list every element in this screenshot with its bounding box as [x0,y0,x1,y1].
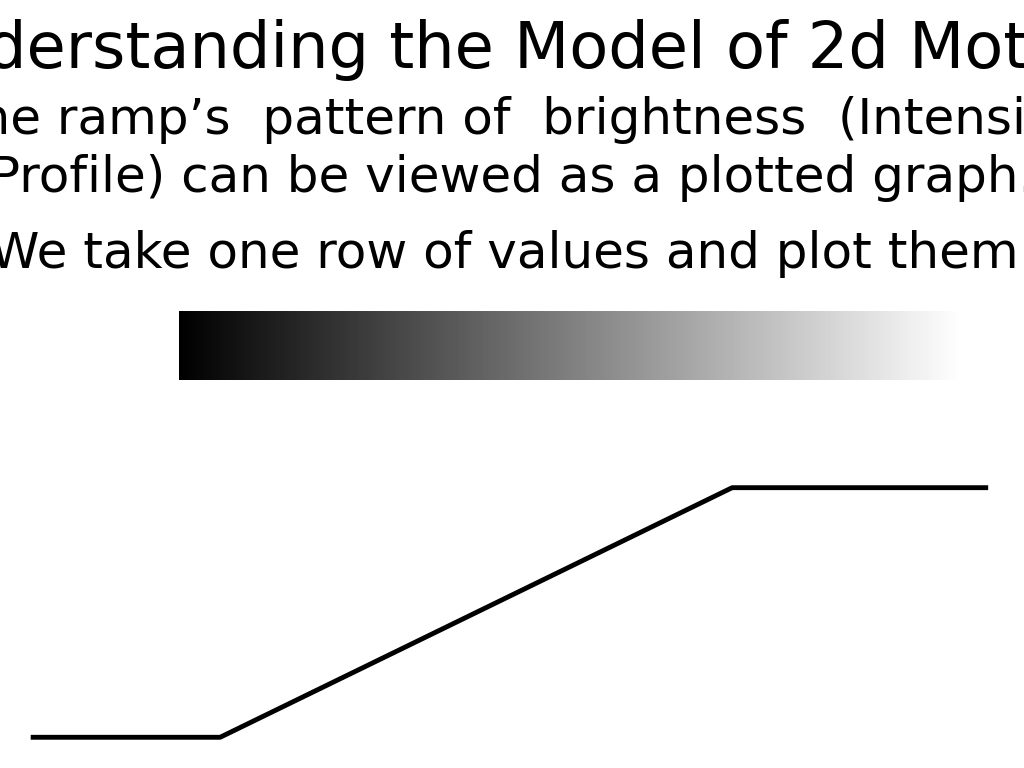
Text: Understanding the Model of 2d Motion: Understanding the Model of 2d Motion [0,19,1024,81]
Text: Profile) can be viewed as a plotted graph.: Profile) can be viewed as a plotted grap… [0,154,1024,201]
Text: The ramp’s  pattern of  brightness  (Intensity: The ramp’s pattern of brightness (Intens… [0,96,1024,144]
Text: We take one row of values and plot them.: We take one row of values and plot them. [0,230,1024,279]
